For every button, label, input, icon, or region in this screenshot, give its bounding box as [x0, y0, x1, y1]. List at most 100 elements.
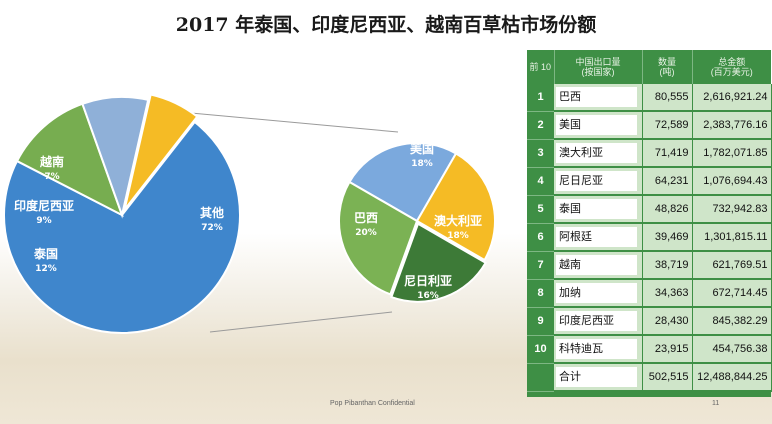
slice-label: 泰国	[33, 246, 58, 261]
pie-slice	[15, 102, 124, 218]
connector-line	[179, 111, 399, 133]
country-cell: 泰国	[554, 195, 643, 224]
rank-cell	[527, 363, 554, 392]
quantity-cell: 38,719	[642, 251, 693, 280]
table-total-row: 合计 502,515 12,488,844.25	[527, 363, 772, 392]
amount-cell: 1,782,071.85	[692, 139, 772, 168]
country-cell: 澳大利亚	[554, 139, 643, 168]
table-row: 2 美国 72,589 2,383,776.16	[527, 111, 772, 140]
slice-label: 巴西	[354, 211, 378, 225]
quantity-cell: 28,430	[642, 307, 693, 336]
country-cell: 巴西	[554, 84, 643, 112]
country-label: 阿根廷	[556, 227, 637, 247]
slice-percent: 7%	[44, 172, 59, 182]
quantity-cell: 80,555	[642, 84, 693, 112]
quantity-cell: 72,589	[642, 111, 693, 140]
rank-cell: 7	[527, 251, 554, 280]
slice-percent: 16%	[417, 291, 439, 301]
header-rank: 前 10	[527, 50, 555, 84]
country-cell: 阿根廷	[554, 223, 643, 252]
chart-title: 2017 年泰国、印度尼西亚、越南百草枯市场份额	[175, 14, 597, 36]
quantity-cell: 502,515	[642, 363, 693, 392]
rank-cell: 3	[527, 139, 554, 168]
amount-cell: 732,942.83	[692, 195, 772, 224]
rank-cell: 8	[527, 279, 554, 308]
country-cell: 加纳	[554, 279, 643, 308]
pie-slice	[123, 93, 199, 211]
country-cell: 尼日尼亚	[554, 167, 643, 196]
slice-label: 美国	[410, 141, 434, 156]
rank-cell: 10	[527, 335, 554, 364]
country-label: 合计	[556, 367, 637, 387]
slice-percent: 12%	[35, 264, 57, 274]
connector-line	[209, 311, 393, 333]
slice-percent: 72%	[201, 223, 223, 233]
slice-percent: 9%	[36, 216, 51, 226]
country-label: 美国	[556, 115, 637, 135]
rank-cell: 5	[527, 195, 554, 224]
amount-cell: 621,769.51	[692, 251, 772, 280]
footer-text: Pop Pibanthan Confidential	[330, 400, 415, 407]
slice-label: 其他	[200, 205, 224, 220]
quantity-cell: 23,915	[642, 335, 693, 364]
country-label: 越南	[556, 255, 637, 275]
rank-cell: 1	[527, 84, 554, 112]
slice-percent: 20%	[355, 228, 377, 238]
pie-slice	[338, 180, 419, 296]
amount-cell: 2,383,776.16	[692, 111, 772, 140]
quantity-cell: 71,419	[642, 139, 693, 168]
slice-percent: 18%	[447, 231, 469, 241]
pie-slice	[81, 96, 150, 219]
rank-cell: 4	[527, 167, 554, 196]
rank-cell: 2	[527, 111, 554, 140]
country-label: 巴西	[556, 87, 637, 107]
pie-slice	[390, 222, 487, 303]
amount-cell: 454,756.38	[692, 335, 772, 364]
slice-label: 澳大利亚	[434, 213, 482, 228]
header-amount: 总金额 (百万美元)	[692, 50, 771, 84]
table-row: 1 巴西 80,555 2,616,921.24	[527, 84, 772, 112]
country-label: 泰国	[556, 199, 637, 219]
table-row: 9 印度尼西亚 28,430 845,382.29	[527, 307, 772, 336]
amount-cell: 672,714.45	[692, 279, 772, 308]
country-cell: 美国	[554, 111, 643, 140]
amount-cell: 12,488,844.25	[692, 363, 772, 392]
country-cell: 越南	[554, 251, 643, 280]
header-country: 中国出口量 (按国家)	[554, 50, 643, 84]
table-header-row: 前 10 中国出口量 (按国家) 数量 (吨) 总金额 (百万美元)	[527, 50, 771, 84]
table-row: 8 加纳 34,363 672,714.45	[527, 279, 772, 308]
main-pie: 其他 72% 泰国 12% 印度尼西亚 9% 越南 7%	[3, 93, 241, 334]
connector-lines	[179, 111, 399, 333]
slice-percent: 18%	[411, 159, 433, 169]
country-cell: 科特迪瓦	[554, 335, 643, 364]
slice-label: 越南	[39, 154, 64, 169]
rank-cell: 9	[527, 307, 554, 336]
header-quantity: 数量 (吨)	[642, 50, 693, 84]
quantity-cell: 34,363	[642, 279, 693, 308]
table-row: 4 尼日尼亚 64,231 1,076,694.43	[527, 167, 772, 196]
quantity-cell: 39,469	[642, 223, 693, 252]
country-label: 澳大利亚	[556, 143, 637, 163]
export-table-container: 前 10 中国出口量 (按国家) 数量 (吨) 总金额 (百万美元) 1 巴西 80…	[527, 50, 772, 397]
amount-cell: 2,616,921.24	[692, 84, 772, 112]
amount-cell: 1,301,815.11	[692, 223, 772, 252]
amount-cell: 845,382.29	[692, 307, 772, 336]
slice-label: 印度尼西亚	[14, 198, 74, 213]
country-cell: 印度尼西亚	[554, 307, 643, 336]
country-label: 尼日尼亚	[556, 171, 637, 191]
table-row: 10 科特迪瓦 23,915 454,756.38	[527, 335, 772, 364]
table-row: 3 澳大利亚 71,419 1,782,071.85	[527, 139, 772, 168]
country-cell: 合计	[554, 363, 643, 392]
country-label: 印度尼西亚	[556, 311, 637, 331]
table-row: 6 阿根廷 39,469 1,301,815.11	[527, 223, 772, 252]
pie-slice	[3, 120, 241, 334]
page-number: 11	[712, 400, 720, 407]
detail-pie: 美国 18% 澳大利亚 18% 尼日利亚 16% 巴西 20%	[338, 141, 496, 303]
amount-cell: 1,076,694.43	[692, 167, 772, 196]
quantity-cell: 48,826	[642, 195, 693, 224]
country-label: 加纳	[556, 283, 637, 303]
table-row: 7 越南 38,719 621,769.51	[527, 251, 772, 280]
quantity-cell: 64,231	[642, 167, 693, 196]
rank-cell: 6	[527, 223, 554, 252]
